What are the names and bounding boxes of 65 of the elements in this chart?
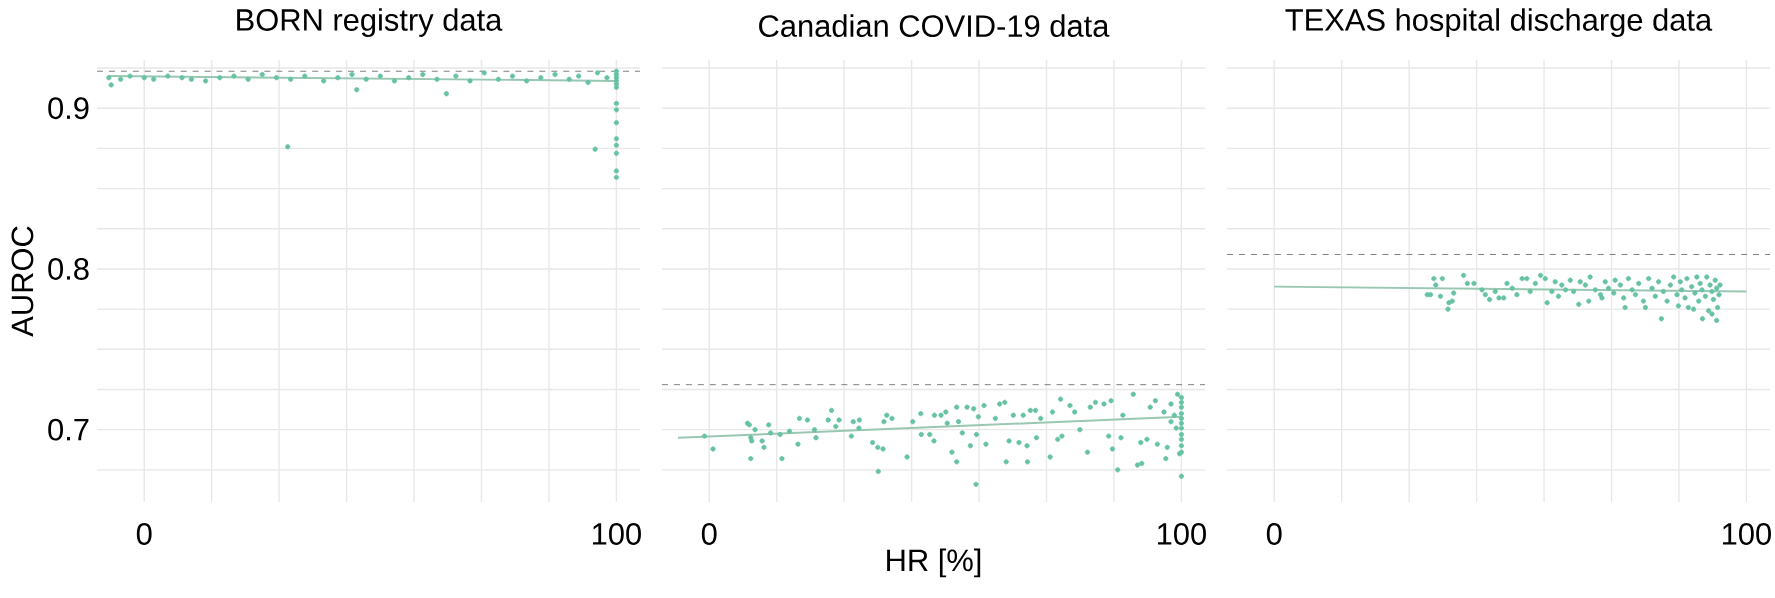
point — [188, 76, 195, 82]
point — [420, 71, 426, 78]
point — [165, 73, 171, 79]
point — [434, 76, 440, 82]
x-tick-label: 0 — [701, 523, 717, 545]
point — [613, 168, 619, 174]
point — [538, 75, 544, 81]
point — [592, 146, 598, 152]
point — [118, 76, 124, 82]
x-axis-title: HR [%] — [887, 548, 981, 578]
point — [108, 82, 114, 88]
point — [613, 100, 619, 106]
point — [495, 76, 501, 82]
point — [217, 75, 223, 81]
chart-title: TEXAS hospital discharge data — [1285, 8, 1713, 37]
point — [613, 142, 619, 148]
y-tick-label: 0.9 — [48, 97, 89, 120]
point — [613, 174, 619, 180]
point — [245, 76, 251, 82]
chart-title: Canadian COVID-19 data — [759, 14, 1110, 38]
point — [285, 144, 291, 150]
point — [604, 75, 610, 81]
point — [481, 70, 487, 76]
point — [509, 73, 516, 79]
point — [179, 75, 185, 81]
point — [613, 150, 619, 156]
point — [363, 76, 369, 82]
point — [524, 78, 530, 84]
x-tick-label: 100 — [1157, 523, 1206, 545]
point — [552, 71, 558, 78]
point — [321, 78, 327, 84]
point — [613, 120, 619, 126]
point — [576, 73, 582, 79]
point — [594, 70, 601, 76]
y-tick-label: 0.8 — [48, 258, 89, 280]
point — [377, 73, 383, 79]
point — [231, 73, 237, 79]
point — [273, 75, 280, 81]
point — [406, 75, 412, 81]
point — [585, 79, 591, 86]
point — [151, 76, 157, 82]
x-tick-label: 0 — [136, 523, 152, 545]
point — [349, 71, 355, 78]
chart-title: BORN registry data — [237, 8, 503, 37]
point — [302, 73, 308, 79]
x-tick-label: 100 — [592, 523, 641, 545]
point — [613, 136, 619, 142]
x-tick-label: 0 — [1266, 523, 1282, 545]
point — [467, 78, 473, 84]
point — [288, 76, 294, 82]
y-axis-title: AUROC — [11, 226, 34, 337]
point — [106, 75, 112, 81]
point — [203, 78, 209, 84]
point — [335, 75, 341, 81]
point — [354, 87, 360, 93]
point — [613, 107, 619, 113]
point — [566, 76, 572, 82]
point — [127, 73, 133, 79]
point — [443, 91, 449, 97]
y-tick-label: 0.7 — [48, 418, 89, 441]
point — [453, 73, 459, 79]
point — [391, 78, 398, 84]
point — [259, 71, 265, 78]
x-tick-label: 100 — [1722, 523, 1771, 545]
point — [141, 75, 147, 81]
